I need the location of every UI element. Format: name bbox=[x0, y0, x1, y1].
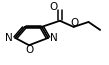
Text: O: O bbox=[50, 2, 58, 12]
Text: O: O bbox=[70, 18, 78, 28]
Text: N: N bbox=[50, 33, 58, 43]
Text: N: N bbox=[5, 33, 13, 43]
Text: O: O bbox=[25, 45, 33, 55]
